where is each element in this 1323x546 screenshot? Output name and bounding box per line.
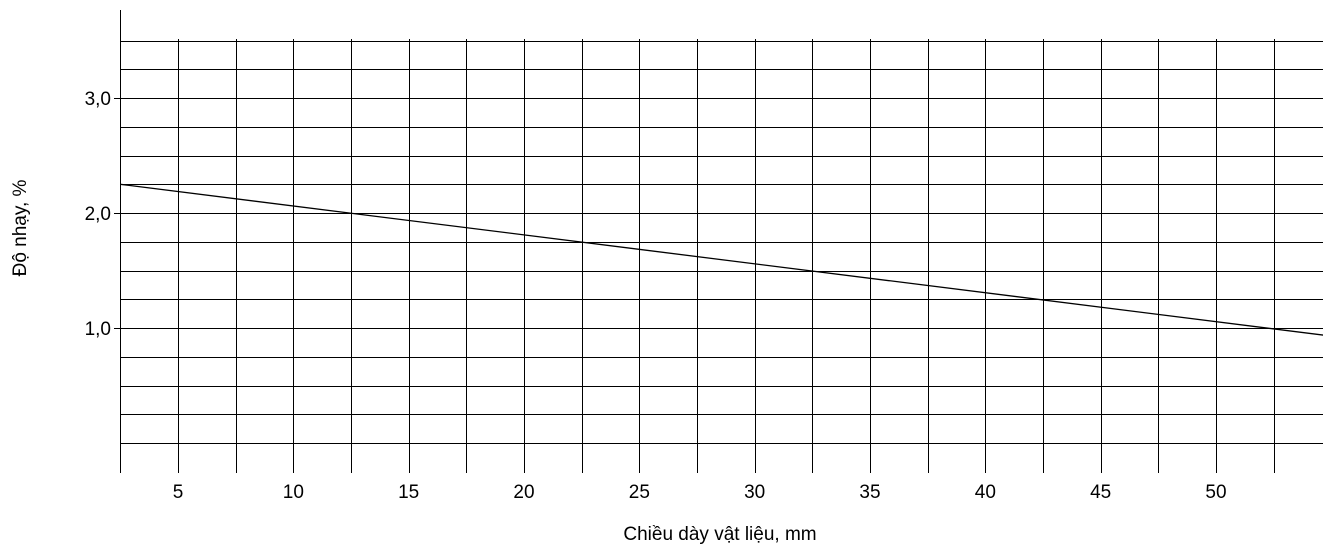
x-tick-label: 45: [1090, 482, 1111, 503]
y-tick-label: 1,0: [85, 319, 111, 340]
x-axis-title: Chiều dày vật liệu, mm: [623, 524, 816, 545]
y-axis-title: Độ nhạy, %: [10, 179, 31, 276]
grid: [120, 39, 1323, 473]
x-tick-label: 40: [975, 482, 996, 503]
x-tick-label: 20: [513, 482, 534, 503]
x-tick-label: 5: [173, 482, 184, 503]
series-layer: [120, 183, 1323, 336]
axes: [114, 10, 121, 473]
y-tick-label: 2,0: [85, 204, 111, 225]
x-tick-label: 30: [744, 482, 765, 503]
x-tick-labels: 5 10 15 20 25 30 35 40 45 50: [173, 482, 1227, 503]
y-tick-label: 3,0: [85, 89, 111, 110]
x-tick-label: 10: [283, 482, 304, 503]
x-tick-label: 15: [398, 482, 419, 503]
series-line-0: [120, 183, 1323, 336]
x-tick-label: 35: [859, 482, 880, 503]
x-tick-label: 25: [629, 482, 650, 503]
x-tick-label: 50: [1205, 482, 1226, 503]
y-tick-labels: 1,0 2,0 3,0: [85, 89, 111, 340]
